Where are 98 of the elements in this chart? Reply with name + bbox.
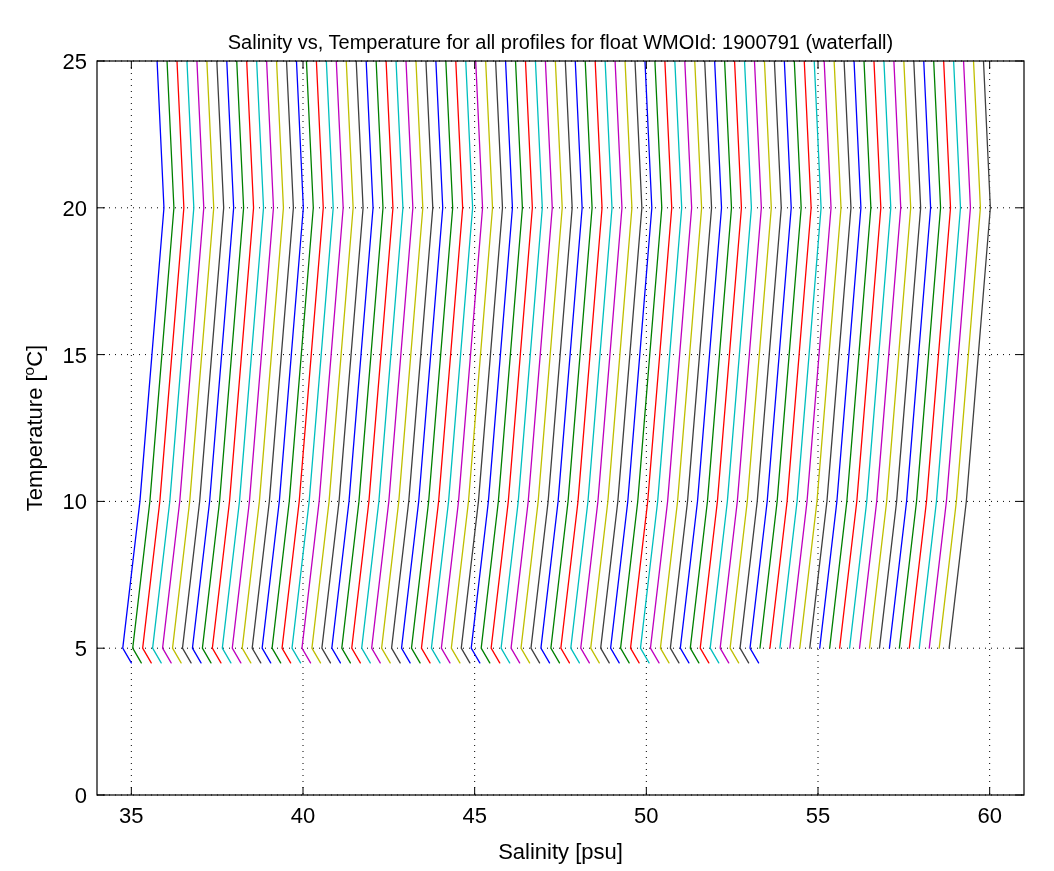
line-series (868, 61, 912, 649)
line-series (440, 61, 484, 664)
line-series (918, 61, 962, 649)
line-series (331, 61, 374, 664)
line-series (540, 61, 583, 664)
line-series (450, 61, 494, 664)
line-series (908, 61, 952, 649)
line-series (898, 61, 942, 649)
line-series (799, 61, 842, 649)
line-series (211, 61, 255, 664)
line-series (580, 61, 623, 664)
line-series (221, 61, 265, 664)
line-series (410, 61, 454, 664)
line-series (191, 61, 235, 664)
line-series (669, 61, 713, 664)
line-series (151, 61, 195, 664)
line-series (848, 61, 892, 649)
line-series (420, 61, 464, 664)
line-series (181, 61, 225, 664)
x-tick-label: 45 (462, 803, 487, 828)
line-series (829, 61, 872, 649)
line-series (709, 61, 753, 664)
line-series (789, 61, 832, 649)
line-series (281, 61, 324, 664)
line-series (659, 61, 703, 664)
line-series (878, 61, 922, 649)
line-series (321, 61, 364, 664)
line-series (500, 61, 543, 664)
line-series (311, 61, 354, 664)
line-series (729, 61, 772, 664)
line-series (779, 61, 822, 649)
line-series (699, 61, 743, 664)
x-tick-label: 55 (805, 803, 831, 828)
line-series (530, 61, 573, 664)
line-series (809, 61, 852, 649)
line-series (380, 61, 424, 664)
x-tick-label: 40 (290, 803, 316, 828)
line-series (171, 61, 215, 664)
y-tick-label: 5 (74, 636, 87, 662)
x-tick-label: 60 (977, 803, 1002, 828)
line-series (301, 61, 344, 664)
line-series (629, 61, 673, 664)
line-series (679, 61, 723, 664)
x-tick-label: 35 (119, 803, 144, 828)
line-series (390, 61, 434, 664)
line-series (719, 61, 762, 664)
line-series (341, 61, 384, 664)
line-series (520, 61, 563, 664)
line-series (749, 61, 792, 664)
x-axis-title: Salinity [psu] (498, 839, 623, 864)
y-tick-label: 20 (62, 195, 87, 221)
line-series (600, 61, 643, 664)
line-series (609, 61, 653, 664)
line-series (560, 61, 603, 664)
line-series (649, 61, 693, 664)
line-series (261, 61, 304, 664)
line-series (371, 61, 414, 664)
line-series (400, 61, 444, 664)
y-tick-label: 15 (62, 342, 87, 368)
line-series (291, 61, 334, 664)
line-series (739, 61, 782, 664)
line-series (619, 61, 663, 664)
line-series (769, 61, 812, 649)
line-series (639, 61, 683, 664)
line-series (122, 61, 165, 664)
line-series (470, 61, 514, 664)
line-series (480, 61, 524, 664)
line-series (430, 61, 474, 664)
line-series (201, 61, 245, 664)
chart-title: Salinity vs, Temperature for all profiles for float WMOId: 1900791 (waterfall) (227, 31, 894, 53)
y-tick-label: 25 (62, 49, 87, 74)
line-series (590, 61, 633, 664)
line-series (938, 61, 982, 649)
line-series (142, 61, 185, 664)
line-series (948, 61, 991, 649)
line-series (361, 61, 404, 664)
line-series (271, 61, 314, 664)
line-series (838, 61, 882, 649)
line-series (510, 61, 553, 664)
line-series (351, 61, 394, 664)
line-series (490, 61, 533, 664)
line-series (689, 61, 733, 664)
y-tick-label: 10 (62, 489, 87, 515)
line-series (819, 61, 862, 649)
line-series (161, 61, 205, 664)
line-series (550, 61, 593, 664)
line-series (858, 61, 902, 649)
line-series (928, 61, 972, 649)
line-series (460, 61, 504, 664)
y-tick-label: 0 (74, 783, 87, 808)
x-tick-label: 50 (634, 803, 659, 828)
line-series (231, 61, 275, 664)
line-series (759, 61, 802, 649)
line-series (241, 61, 285, 664)
line-series (132, 61, 175, 664)
line-series (570, 61, 613, 664)
line-series (888, 61, 932, 649)
line-series (251, 61, 295, 664)
